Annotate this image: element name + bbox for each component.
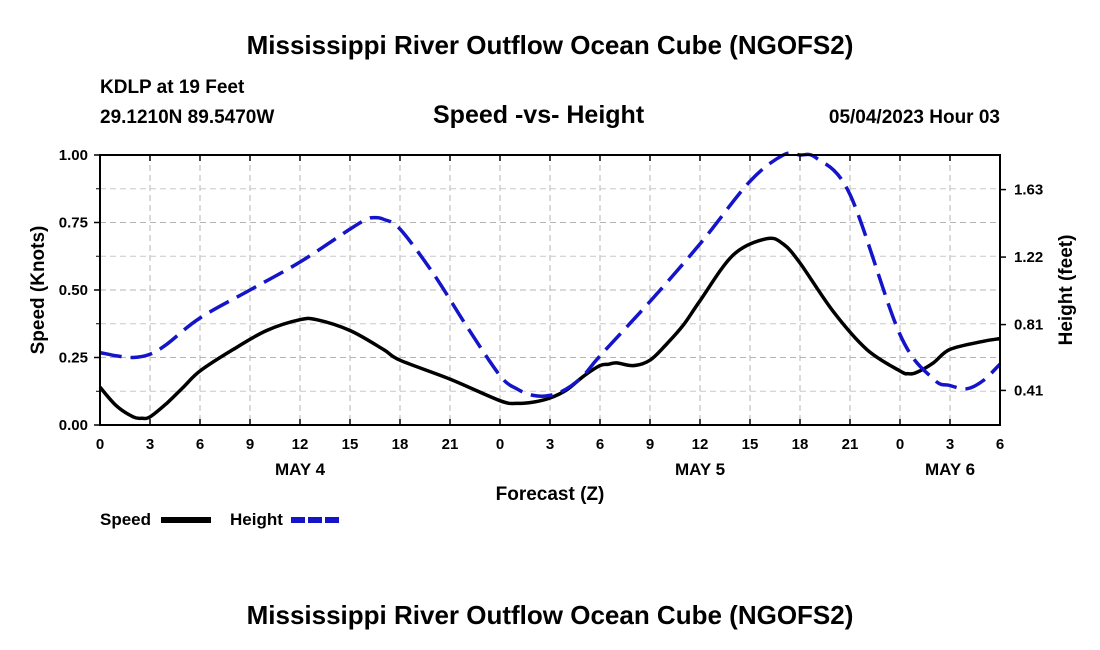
x-tick-label: 18 <box>792 436 809 453</box>
y-tick-label: 0.50 <box>59 282 88 299</box>
y2-tick-label: 0.81 <box>1014 317 1043 334</box>
y2-tick-label: 0.41 <box>1014 382 1043 399</box>
x-tick-label: 3 <box>946 436 954 453</box>
axes: 0 3 6 9 12 15 18 21 0 3 6 9 12 15 18 21 0 3 6 0.00 0.25 0.50 0… <box>59 147 1043 479</box>
y-tick-label: 1.00 <box>59 147 88 164</box>
x-tick-label: 6 <box>196 436 204 453</box>
y-tick-label: 0.75 <box>59 215 88 232</box>
chart-subtitle: Speed -vs- Height <box>433 101 645 129</box>
legend: Speed Height <box>100 510 341 529</box>
x-tick-label: 12 <box>292 436 309 453</box>
x-tick-label: 6 <box>996 436 1004 453</box>
y2-axis-label: Height (feet) <box>1056 235 1077 346</box>
x-tick-label: 12 <box>692 436 709 453</box>
y-tick-label: 0.00 <box>59 417 88 434</box>
x-tick-label: 3 <box>546 436 554 453</box>
day-label: MAY 6 <box>925 460 975 479</box>
x-tick-label: 0 <box>896 436 904 453</box>
y2-tick-label: 1.63 <box>1014 182 1043 199</box>
series-line-height <box>99 151 1002 398</box>
x-tick-label: 9 <box>246 436 254 453</box>
day-label: MAY 4 <box>275 460 326 479</box>
y2-tick-label: 1.22 <box>1014 249 1043 266</box>
legend-label-speed: Speed <box>100 510 151 529</box>
chart-title-bottom: Mississippi River Outflow Ocean Cube (NG… <box>246 600 854 630</box>
forecast-datetime: 05/04/2023 Hour 03 <box>828 107 1000 128</box>
x-tick-label: 21 <box>442 436 459 453</box>
y-axis-label: Speed (Knots) <box>28 226 49 355</box>
grid-lines <box>100 155 1000 425</box>
x-tick-label: 15 <box>342 436 359 453</box>
day-label: MAY 5 <box>675 460 725 479</box>
x-tick-label: 15 <box>742 436 759 453</box>
chart-title-top: Mississippi River Outflow Ocean Cube (NG… <box>246 30 854 60</box>
legend-label-height: Height <box>230 510 283 529</box>
series-line-speed <box>98 236 1001 421</box>
x-tick-label: 18 <box>392 436 409 453</box>
station-label: KDLP at 19 Feet <box>100 77 245 98</box>
x-tick-label: 6 <box>596 436 604 453</box>
x-tick-label: 0 <box>496 436 504 453</box>
x-tick-label: 0 <box>96 436 104 453</box>
x-tick-label: 3 <box>146 436 154 453</box>
y-tick-label: 0.25 <box>59 350 88 367</box>
series-layer <box>98 151 1002 421</box>
x-axis-label: Forecast (Z) <box>496 484 605 505</box>
x-tick-label: 21 <box>842 436 859 453</box>
x-tick-label: 9 <box>646 436 654 453</box>
station-coordinates: 29.1210N 89.5470W <box>100 107 275 128</box>
